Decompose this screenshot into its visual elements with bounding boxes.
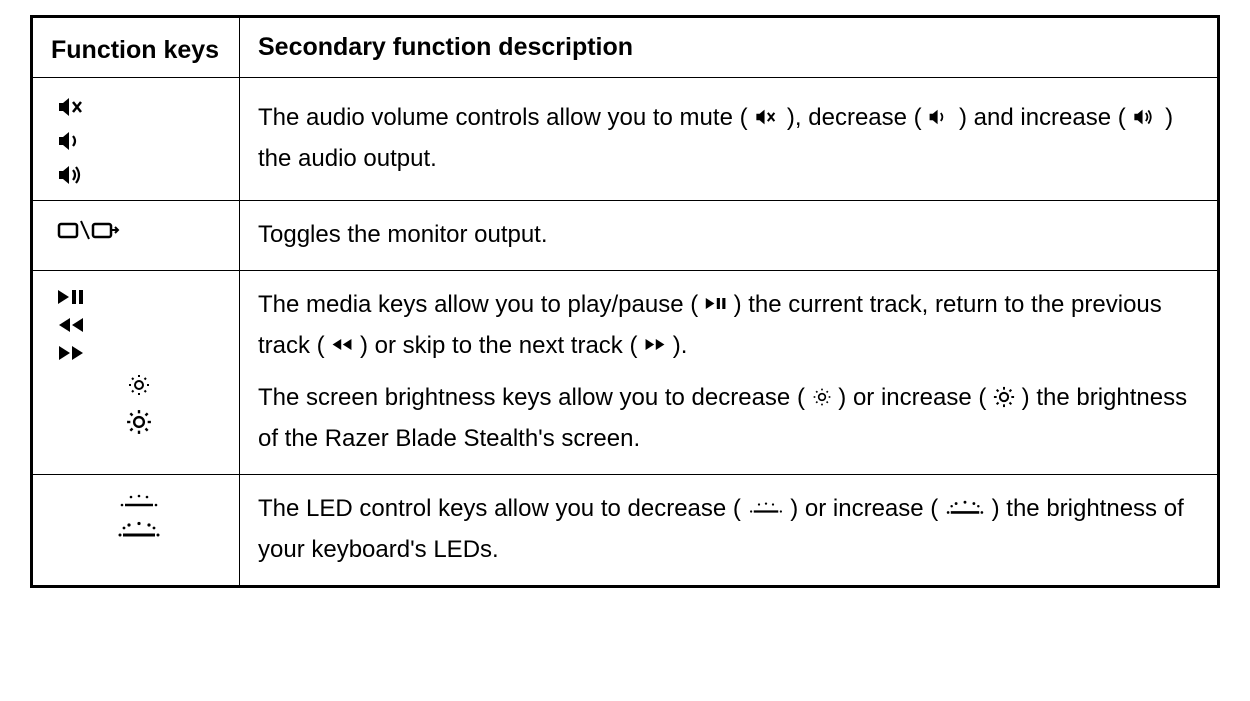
desc-text: The screen brightness keys allow you to …: [258, 384, 812, 411]
desc-text: The audio volume controls allow you to m…: [258, 104, 754, 131]
table-row: The audio volume controls allow you to m…: [33, 78, 1217, 201]
play-pause-icon: [705, 297, 727, 310]
keys-cell: [33, 474, 240, 584]
description-cell: The audio volume controls allow you to m…: [240, 78, 1218, 201]
brightness-up-icon: [993, 386, 1015, 408]
play-pause-icon: [57, 289, 85, 305]
keys-cell: [33, 201, 240, 271]
description-cell: The media keys allow you to play/pause (…: [240, 270, 1218, 474]
table-header-row: Function keys Secondary function descrip…: [33, 18, 1217, 78]
description-cell: The LED control keys allow you to decrea…: [240, 474, 1218, 584]
desc-text: ), decrease (: [787, 104, 928, 131]
keys-cell: [33, 270, 240, 474]
forward-icon: [57, 345, 85, 361]
table-row: The LED control keys allow you to decrea…: [33, 474, 1217, 584]
led-up-icon: [945, 500, 985, 516]
forward-icon: [644, 338, 666, 351]
led-up-icon: [117, 521, 161, 539]
mute-icon: [57, 96, 87, 118]
brightness-down-icon: [127, 373, 151, 397]
volume-down-icon: [57, 130, 87, 152]
desc-text: ) or increase (: [790, 495, 945, 522]
rewind-icon: [57, 317, 85, 333]
desc-text: The LED control keys allow you to decrea…: [258, 495, 748, 522]
header-description: Secondary function description: [240, 18, 1218, 78]
keys-cell: [33, 78, 240, 201]
desc-text: ) and increase (: [959, 104, 1132, 131]
function-keys-table: Function keys Secondary function descrip…: [33, 18, 1217, 585]
rewind-icon: [331, 338, 353, 351]
led-down-icon: [119, 493, 159, 509]
volume-up-icon: [57, 164, 87, 186]
volume-up-icon: [1132, 108, 1158, 126]
table-row: The media keys allow you to play/pause (…: [33, 270, 1217, 474]
description-cell: Toggles the monitor output.: [240, 201, 1218, 271]
desc-text: ).: [673, 332, 688, 359]
brightness-down-icon: [812, 387, 832, 407]
led-down-icon: [748, 501, 784, 515]
function-keys-table-container: Function keys Secondary function descrip…: [30, 15, 1220, 588]
brightness-up-icon: [126, 409, 152, 435]
desc-text: Toggles the monitor output.: [258, 221, 548, 248]
header-function-keys: Function keys: [33, 18, 240, 78]
desc-text: The media keys allow you to play/pause (: [258, 291, 705, 318]
mute-icon: [754, 108, 780, 126]
monitor-toggle-icon: [57, 219, 121, 241]
desc-text: ) or increase (: [838, 384, 993, 411]
desc-text: ) or skip to the next track (: [360, 332, 644, 359]
volume-down-icon: [928, 108, 952, 126]
table-row: Toggles the monitor output.: [33, 201, 1217, 271]
